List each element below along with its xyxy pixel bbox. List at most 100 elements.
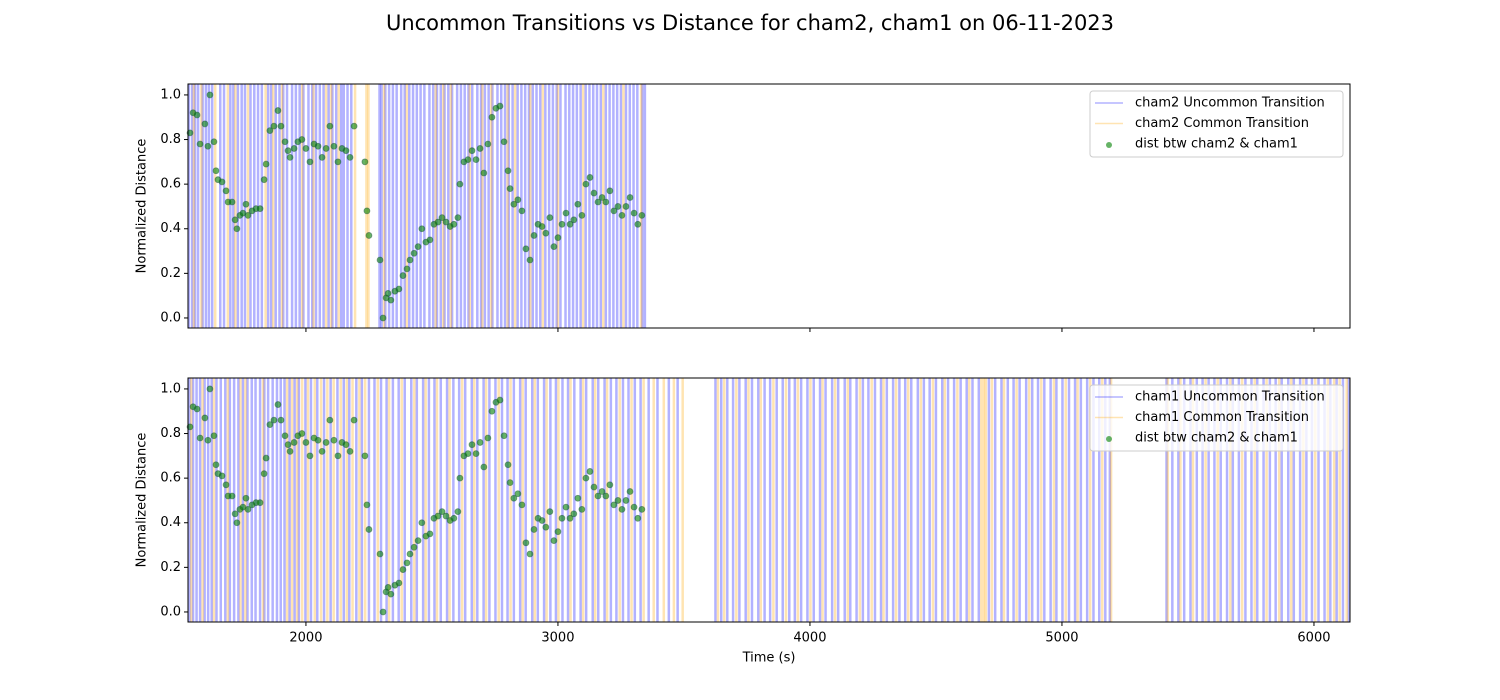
point bbox=[314, 436, 322, 444]
point bbox=[218, 178, 226, 186]
point bbox=[638, 505, 646, 513]
point bbox=[387, 296, 395, 304]
point bbox=[256, 205, 264, 213]
point bbox=[274, 401, 282, 408]
point bbox=[193, 111, 201, 119]
point bbox=[622, 497, 630, 504]
point bbox=[456, 180, 464, 188]
point bbox=[602, 492, 610, 500]
y-tick-label: 0.2 bbox=[160, 560, 181, 575]
point bbox=[610, 207, 618, 215]
legend-label: dist btw cham2 & cham1 bbox=[1135, 431, 1298, 446]
point bbox=[242, 494, 250, 502]
y-tick-label: 0.8 bbox=[160, 132, 181, 147]
point bbox=[570, 216, 578, 224]
point bbox=[281, 138, 289, 146]
x-tick-label: 5000 bbox=[1045, 631, 1078, 646]
point bbox=[480, 463, 488, 471]
y-axis-label: Normalized Distance bbox=[135, 139, 150, 274]
point bbox=[384, 584, 392, 591]
point bbox=[550, 243, 558, 250]
legend-label: dist btw cham2 & cham1 bbox=[1135, 137, 1298, 152]
point bbox=[286, 447, 294, 455]
point bbox=[606, 481, 614, 489]
point bbox=[326, 122, 334, 130]
point bbox=[298, 136, 306, 143]
point bbox=[594, 198, 602, 206]
point bbox=[526, 256, 534, 264]
point bbox=[558, 220, 566, 228]
point bbox=[562, 503, 570, 511]
y-tick-label: 0.0 bbox=[160, 604, 181, 619]
point bbox=[284, 147, 292, 155]
point bbox=[186, 423, 194, 431]
point bbox=[500, 138, 508, 146]
point bbox=[638, 211, 646, 219]
point bbox=[274, 107, 282, 114]
point bbox=[626, 488, 634, 495]
point bbox=[314, 142, 322, 150]
point bbox=[318, 447, 326, 455]
point bbox=[342, 147, 350, 155]
point bbox=[266, 421, 274, 429]
point bbox=[201, 120, 209, 128]
point bbox=[363, 207, 371, 215]
point bbox=[496, 102, 504, 110]
point bbox=[590, 189, 598, 197]
point bbox=[231, 510, 239, 518]
point bbox=[403, 559, 411, 567]
point bbox=[326, 416, 334, 424]
x-tick-label: 4000 bbox=[793, 631, 826, 646]
point bbox=[476, 145, 484, 152]
point bbox=[464, 156, 472, 164]
point bbox=[570, 510, 578, 518]
point bbox=[562, 209, 570, 217]
y-tick-label: 0.2 bbox=[160, 266, 181, 281]
point bbox=[206, 385, 214, 393]
legend-label: cham2 Common Transition bbox=[1135, 116, 1309, 131]
point bbox=[426, 530, 434, 538]
legend-label: cham1 Uncommon Transition bbox=[1135, 390, 1325, 405]
point bbox=[410, 249, 418, 257]
point bbox=[530, 526, 538, 533]
point bbox=[472, 156, 480, 164]
point bbox=[546, 214, 554, 221]
point bbox=[634, 514, 642, 522]
point bbox=[379, 314, 387, 322]
point bbox=[610, 501, 618, 509]
y-tick-label: 0.8 bbox=[160, 426, 181, 441]
point bbox=[472, 450, 480, 458]
point bbox=[582, 180, 590, 188]
point bbox=[395, 285, 403, 293]
point bbox=[376, 550, 384, 558]
axes-frame bbox=[187, 83, 1351, 329]
point bbox=[484, 434, 492, 442]
point bbox=[566, 514, 574, 522]
point bbox=[218, 472, 226, 480]
point bbox=[418, 519, 426, 527]
point bbox=[542, 523, 550, 531]
point bbox=[450, 514, 458, 522]
legend-swatch bbox=[1106, 142, 1112, 148]
point bbox=[438, 214, 446, 221]
point bbox=[266, 127, 274, 135]
point bbox=[574, 494, 582, 502]
point bbox=[376, 256, 384, 264]
point bbox=[204, 142, 212, 150]
point bbox=[434, 218, 442, 226]
point bbox=[586, 468, 594, 475]
point bbox=[426, 236, 434, 244]
plot-area bbox=[186, 378, 1350, 622]
x-tick-label: 6000 bbox=[1297, 631, 1330, 646]
plot-area bbox=[186, 84, 647, 328]
point bbox=[196, 434, 204, 442]
point bbox=[399, 566, 407, 573]
point bbox=[634, 220, 642, 228]
point bbox=[387, 590, 395, 598]
point bbox=[244, 211, 252, 219]
point bbox=[510, 200, 518, 208]
y-axis-label: Normalized Distance bbox=[135, 433, 150, 568]
x-axis-label: Time (s) bbox=[742, 651, 796, 666]
point bbox=[260, 176, 268, 184]
point bbox=[206, 91, 214, 99]
